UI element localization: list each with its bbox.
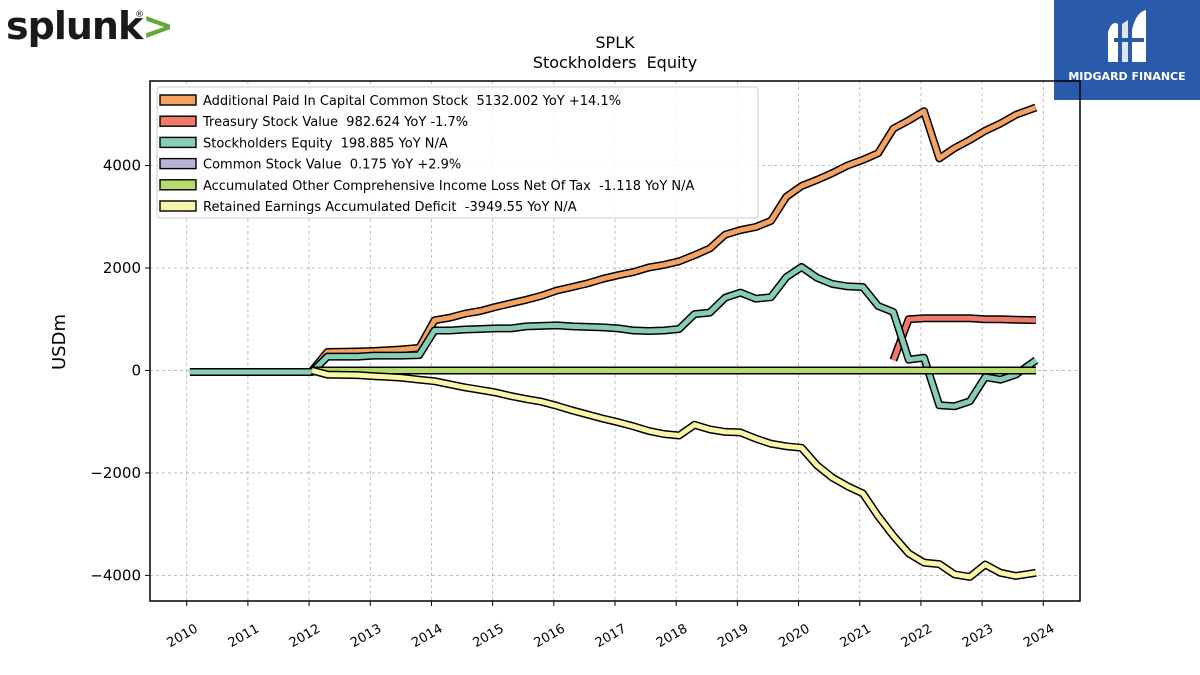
y-tick-label: 4000 [103,157,141,175]
x-tick-label: 2010 [165,621,201,651]
x-tick-label: 2016 [532,621,568,651]
x-tick-label: 2011 [226,621,262,651]
splunk-logo: splunk> ® [6,4,174,48]
series-line-0 [310,105,1037,373]
legend-label-2: Stockholders Equity 198.885 YoY N/A [203,136,448,151]
legend-label-5: Retained Earnings Accumulated Deficit -3… [203,200,577,215]
axis-ticks: 2010 2011 2012 2013 2014 2015 2016 2017 2018 2019… [90,157,1057,651]
chart-subtitle: Stockholders Equity [533,53,697,72]
legend-swatch-0 [159,94,197,106]
x-tick-label: 2023 [960,621,996,651]
legend-label-3: Common Stock Value 0.175 YoY +2.9% [203,158,461,173]
series-line-5 [311,368,1037,580]
series-line-1 [891,315,1036,362]
legend-swatch-3 [159,157,197,170]
series-line-2 [189,264,1038,409]
y-tick-label: −2000 [90,464,141,482]
y-tick-label: 0 [131,361,141,379]
series-outline-1 [889,314,1036,362]
x-tick-label: 2017 [593,621,629,651]
x-tick-label: 2024 [1021,621,1057,651]
legend-label-4: Accumulated Other Comprehensive Income L… [203,179,694,194]
legend-label-1: Treasury Stock Value 982.624 YoY -1.7% [202,115,468,130]
splunk-logo-text: splunk [6,4,143,48]
legend-swatch-5 [159,200,197,212]
midgard-finance-text: MIDGARD FINANCE [1068,70,1186,83]
chart-title: SPLK [595,33,635,52]
x-tick-label: 2021 [838,621,874,651]
series-outline-5 [311,366,1037,581]
y-tick-label: −4000 [90,566,141,584]
midgard-finance-badge: MIDGARD FINANCE [1054,0,1200,100]
legend-label-0: Additional Paid In Capital Common Stock … [203,94,621,109]
midgard-mark-icon [1108,10,1146,62]
x-tick-label: 2015 [470,621,506,651]
series-outline-2 [189,263,1039,411]
legend-swatch-4 [159,179,197,191]
y-tick-label: 2000 [103,259,141,277]
x-tick-label: 2022 [899,621,935,651]
legend-swatch-1 [159,115,197,127]
x-tick-label: 2013 [348,621,384,651]
legend-box [156,86,759,219]
x-tick-label: 2020 [776,621,812,651]
x-tick-label: 2014 [409,621,445,651]
x-tick-label: 2019 [715,621,751,651]
x-tick-label: 2018 [654,621,690,651]
y-axis-label: USDm [49,314,70,370]
legend-swatch-2 [159,136,197,149]
legend: Additional Paid In Capital Common Stock … [156,86,759,219]
series-lines [189,103,1039,581]
x-tick-label: 2012 [287,621,323,651]
registered-mark: ® [135,10,144,20]
splunk-chevron-icon: > [142,4,174,48]
